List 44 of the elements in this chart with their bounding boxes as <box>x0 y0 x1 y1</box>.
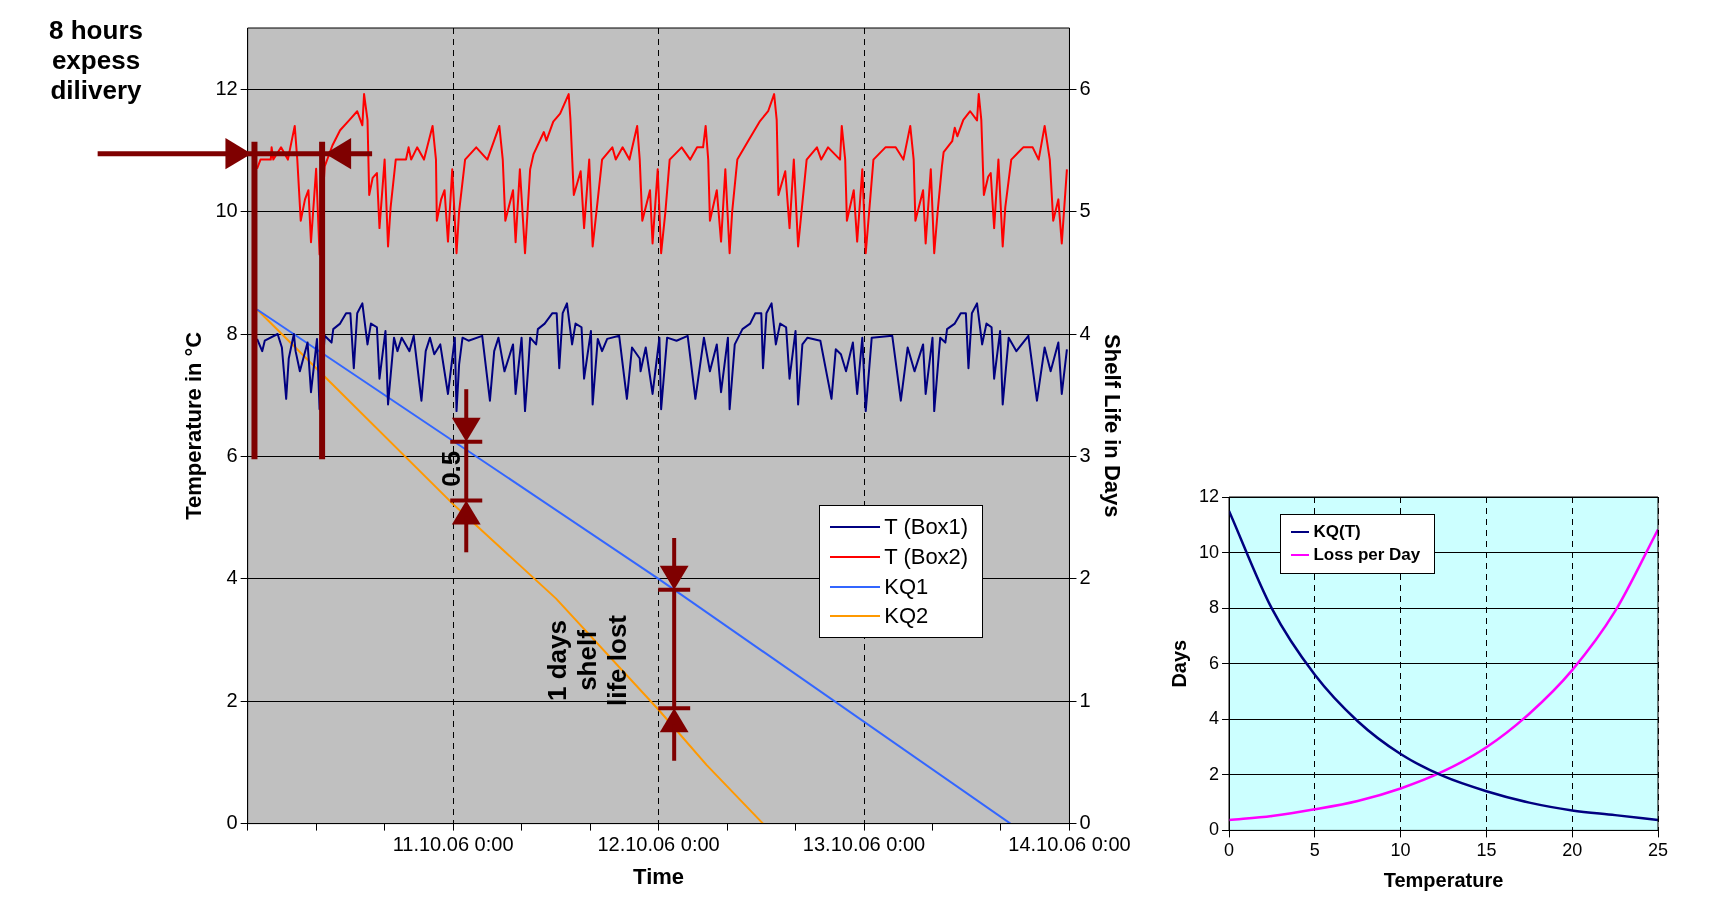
legend-label: KQ1 <box>884 572 929 601</box>
x-axis-title: Time <box>633 863 685 889</box>
annotation: 0.5 <box>436 450 467 487</box>
y2-tick-label: 1 <box>1079 688 1091 711</box>
y-axis-title: Days <box>1167 639 1190 688</box>
y-tick-label: 4 <box>1209 708 1220 729</box>
y-tick-label: 6 <box>1209 652 1220 673</box>
y-tick-label: 0 <box>1209 819 1220 840</box>
y2-tick-label: 2 <box>1079 566 1091 589</box>
x-tick-label: 14.10.06 0:00 <box>1008 833 1131 856</box>
x-tick-label: 0 <box>1224 840 1235 861</box>
x-tick-label: 13.10.06 0:00 <box>802 833 926 856</box>
y-tick-label: 10 <box>1198 541 1220 562</box>
y-tick-label: 8 <box>226 321 238 344</box>
legend-label: KQ(T) <box>1313 520 1361 543</box>
x-tick-label: 5 <box>1309 840 1320 861</box>
y-tick-label: 8 <box>1209 597 1220 618</box>
y-tick-label: 0 <box>226 811 238 834</box>
y-tick-label: 2 <box>1209 763 1220 784</box>
y2-tick-label: 6 <box>1079 76 1091 99</box>
x-tick-label: 10 <box>1390 840 1411 861</box>
y2-tick-label: 5 <box>1079 199 1091 222</box>
y2-tick-label: 0 <box>1079 811 1091 834</box>
y-tick-label: 12 <box>1198 485 1220 506</box>
x-tick-label: 12.10.06 0:00 <box>597 833 720 856</box>
legend-label: Loss per Day <box>1313 543 1421 566</box>
x-tick-label: 11.10.06 0:00 <box>392 833 514 856</box>
y-axis-title: Temperature in °C <box>181 331 207 520</box>
y-tick-label: 6 <box>226 443 238 466</box>
y2-tick-label: 3 <box>1079 443 1091 466</box>
legend-label: KQ2 <box>884 602 929 631</box>
y2-tick-label: 4 <box>1079 321 1091 344</box>
x-axis-title: Temperature <box>1383 868 1504 891</box>
x-tick-label: 15 <box>1476 840 1497 861</box>
y-tick-label: 4 <box>226 566 238 589</box>
y-tick-label: 12 <box>215 76 238 99</box>
legend-label: T (Box2) <box>884 543 969 572</box>
y-tick-label: 10 <box>215 199 238 222</box>
y2-axis-title: Shelf Life in Days <box>1099 334 1125 518</box>
y-tick-label: 2 <box>226 688 238 711</box>
text: 8 hours expess dilivery <box>49 15 143 105</box>
x-tick-label: 25 <box>1647 840 1669 861</box>
x-tick-label: 20 <box>1562 840 1583 861</box>
legend-label: T (Box1) <box>884 513 969 542</box>
